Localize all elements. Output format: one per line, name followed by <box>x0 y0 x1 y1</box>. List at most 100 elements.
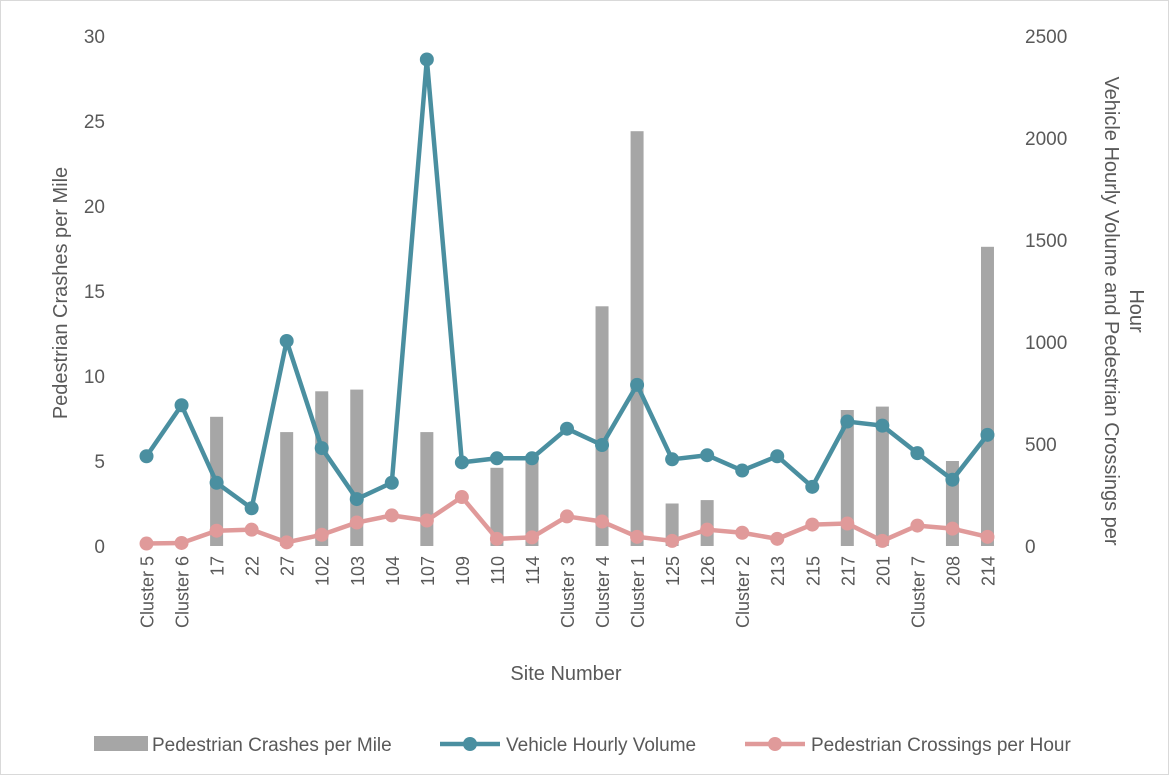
marker-series-2-6 <box>314 527 329 542</box>
marker-series-1-11 <box>489 451 504 466</box>
marker-series-1-24 <box>945 472 960 487</box>
marker-series-1-25 <box>980 427 995 442</box>
x-tick-label-12: 114 <box>523 556 543 585</box>
left-tick-label-5: 20 <box>84 197 105 218</box>
marker-series-1-10 <box>454 455 469 470</box>
x-tick-label-18: Cluster 2 <box>733 556 753 628</box>
legend-swatch-marker-1 <box>463 737 477 751</box>
right-axis-title-line-1: Vehicle Hourly Volume and Pedestrian Cro… <box>1100 76 1122 545</box>
left-tick-label-2: 5 <box>94 452 105 473</box>
marker-series-2-21 <box>840 516 855 531</box>
x-tick-label-4: 22 <box>243 556 263 576</box>
marker-series-1-23 <box>910 446 925 461</box>
marker-series-1-6 <box>314 441 329 456</box>
x-tick-label-10: 109 <box>453 556 473 586</box>
bar-14 <box>595 306 609 546</box>
x-tick-label-13: Cluster 3 <box>558 556 578 628</box>
marker-series-1-20 <box>805 479 820 494</box>
bar-6 <box>315 391 329 546</box>
bar-15 <box>630 131 644 546</box>
right-tick-label-5: 2000 <box>1025 129 1067 150</box>
right-tick-label-2: 500 <box>1025 435 1057 456</box>
marker-series-1-17 <box>700 448 715 463</box>
marker-series-2-5 <box>279 535 294 550</box>
left-tick-label-3: 10 <box>84 367 105 388</box>
x-tick-label-20: 215 <box>803 556 823 586</box>
marker-series-2-25 <box>980 529 995 544</box>
x-tick-label-19: 213 <box>768 556 788 586</box>
x-tick-label-17: 126 <box>698 556 718 586</box>
bar-11 <box>490 467 504 546</box>
right-axis-title-line-2: Hour <box>1125 289 1147 333</box>
right-tick-label-1: 0 <box>1025 537 1036 558</box>
marker-series-1-14 <box>595 438 610 453</box>
x-tick-label-3: 17 <box>208 556 228 576</box>
marker-series-1-9 <box>419 52 434 67</box>
legend-swatch-marker-2 <box>768 737 782 751</box>
legend-label-2: Vehicle Hourly Volume <box>506 735 696 756</box>
x-tick-label-9: 107 <box>418 556 438 586</box>
marker-series-1-13 <box>560 421 574 436</box>
x-tick-label-5: 27 <box>278 556 298 576</box>
line-series-1 <box>144 57 990 511</box>
marker-series-1-21 <box>840 414 855 429</box>
x-tick-label-24: 208 <box>943 556 963 586</box>
legend-swatch-bar <box>94 736 148 751</box>
x-tick-label-16: 125 <box>663 556 683 586</box>
marker-series-2-23 <box>910 518 925 533</box>
bar-25 <box>980 246 994 547</box>
legend: Pedestrian Crashes per Mile Vehicle Hourl… <box>94 735 1071 756</box>
bar-7 <box>350 389 364 546</box>
marker-series-2-2 <box>174 535 189 550</box>
legend-label-3: Pedestrian Crossings per Hour <box>811 735 1071 756</box>
x-tick-label-23: Cluster 7 <box>908 556 928 628</box>
marker-series-2-3 <box>209 523 224 538</box>
x-axis: Cluster 5 Cluster 6 17 22 27 102 103 104 107 109 1… <box>138 556 999 628</box>
marker-series-2-9 <box>419 513 434 528</box>
bar-series <box>210 131 994 547</box>
marker-series-1-16 <box>665 452 680 467</box>
right-tick-label-6: 2500 <box>1025 27 1067 48</box>
x-tick-label-2: Cluster 6 <box>173 556 193 628</box>
x-tick-label-7: 103 <box>348 556 368 586</box>
marker-series-2-20 <box>805 517 820 532</box>
marker-series-1-8 <box>384 475 399 490</box>
marker-series-2-8 <box>384 508 399 523</box>
marker-series-2-15 <box>630 529 645 544</box>
x-axis-title: Site Number <box>510 663 621 685</box>
left-tick-label-1: 0 <box>94 537 105 558</box>
marker-series-2-11 <box>489 531 504 546</box>
x-tick-label-1: Cluster 5 <box>138 556 158 628</box>
marker-series-2-17 <box>700 522 715 537</box>
marker-series-2-14 <box>595 514 610 529</box>
x-tick-label-15: Cluster 1 <box>628 556 648 628</box>
marker-series-1-7 <box>349 492 364 507</box>
marker-series-1-4 <box>244 501 259 516</box>
bar-12 <box>525 461 539 546</box>
marker-series-2-10 <box>454 490 469 505</box>
marker-series-1-19 <box>770 449 785 464</box>
x-tick-label-22: 201 <box>873 556 893 586</box>
marker-series-2-16 <box>665 533 680 548</box>
marker-series-2-12 <box>524 530 539 545</box>
marker-series-1-18 <box>735 463 750 478</box>
left-axis-title: Pedestrian Crashes per Mile <box>50 167 72 419</box>
marker-series-1-12 <box>524 451 539 466</box>
line-series <box>139 52 995 551</box>
marker-series-2-7 <box>349 515 364 530</box>
right-tick-label-4: 1500 <box>1025 231 1067 252</box>
marker-series-2-19 <box>770 531 785 546</box>
left-axis: 0 5 10 15 20 25 30 <box>84 27 105 558</box>
legend-label-1: Pedestrian Crashes per Mile <box>152 735 392 756</box>
left-tick-label-7: 30 <box>84 27 105 48</box>
marker-series-1-3 <box>209 475 224 490</box>
bar-21 <box>840 410 854 546</box>
marker-series-2-4 <box>244 522 259 537</box>
bar-9 <box>420 432 434 546</box>
marker-series-2-13 <box>560 509 574 524</box>
x-tick-label-8: 104 <box>383 556 403 586</box>
marker-series-1-1 <box>139 449 154 464</box>
x-tick-label-21: 217 <box>838 556 858 586</box>
